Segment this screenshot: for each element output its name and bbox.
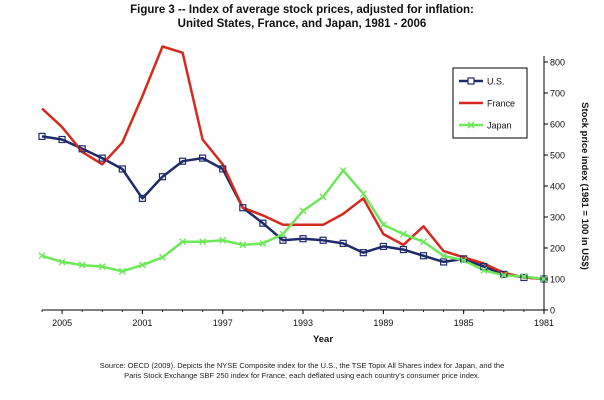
data-point-japan	[540, 275, 548, 283]
data-point-japan	[98, 263, 106, 271]
data-point-japan	[299, 207, 307, 215]
data-point-us	[359, 249, 367, 257]
data-point-us	[540, 275, 548, 283]
data-point-japan	[118, 267, 126, 275]
data-point-us	[339, 239, 347, 247]
x-tick-label: 1985	[454, 318, 474, 328]
data-point-us	[38, 132, 46, 140]
y-tick-label: 300	[550, 213, 565, 223]
x-tick-label: 2005	[52, 318, 72, 328]
x-tick-label: 1981	[534, 318, 554, 328]
data-point-us	[379, 242, 387, 251]
data-point-us	[500, 270, 508, 278]
data-point-us	[319, 236, 327, 244]
x-tick-label: 2001	[132, 318, 152, 328]
chart-title-line-1: Figure 3 -- Index of average stock price…	[130, 4, 474, 16]
data-point-japan	[279, 230, 287, 238]
data-point-japan	[179, 238, 187, 246]
data-point-us	[199, 154, 207, 162]
chart-legend: U.S. France Japan	[452, 67, 528, 139]
data-point-japan	[38, 252, 46, 260]
chart-axes: 0 100 200 300 400 500 600 700 800 1981 1985 1989 199…	[41, 56, 590, 345]
legend-label: Japan	[487, 121, 512, 131]
data-point-us	[118, 165, 126, 173]
legend-label: France	[487, 99, 515, 109]
data-point-japan	[339, 167, 347, 174]
data-point-japan	[319, 193, 327, 201]
chart-series-markers	[38, 132, 548, 283]
y-tick-label: 200	[550, 244, 565, 254]
y-tick-label: 100	[550, 275, 565, 285]
data-point-japan	[520, 273, 528, 281]
data-point-japan	[480, 266, 488, 274]
y-tick-label: 600	[550, 120, 565, 130]
data-point-japan	[500, 271, 508, 279]
data-point-japan	[239, 241, 247, 249]
data-point-japan	[460, 256, 468, 264]
y-tick-label: 0	[550, 306, 555, 316]
data-point-japan	[379, 221, 387, 229]
data-point-us	[138, 194, 146, 202]
data-point-us	[78, 145, 86, 153]
legend-marker	[467, 77, 475, 85]
data-point-japan	[158, 253, 166, 261]
data-point-us	[239, 204, 247, 212]
data-point-japan	[219, 236, 227, 244]
data-point-japan	[259, 239, 267, 247]
data-point-us	[460, 255, 468, 263]
data-point-japan	[58, 258, 66, 266]
data-point-japan	[78, 261, 86, 269]
x-tick-label: 1997	[213, 318, 233, 328]
data-point-us	[98, 154, 106, 162]
y-tick-label: 400	[550, 182, 565, 192]
data-point-us	[158, 173, 167, 181]
x-tick-label: 1989	[373, 318, 393, 328]
data-point-japan	[199, 238, 207, 246]
source-note-line-1: Source: OECD (2009). Depicts the NYSE Co…	[99, 361, 505, 370]
y-tick-label: 700	[550, 89, 565, 99]
legend-marker	[467, 121, 475, 129]
data-point-us	[299, 235, 307, 243]
data-point-japan	[138, 261, 146, 269]
data-point-japan	[440, 252, 448, 260]
data-point-us	[279, 236, 287, 244]
y-tick-label: 500	[550, 151, 565, 161]
data-point-us	[178, 157, 187, 165]
data-point-us	[399, 245, 408, 254]
data-point-us	[440, 258, 448, 266]
x-axis-label: Year	[313, 334, 333, 345]
source-note-line-2: Paris Stock Exchange SBF 250 index for F…	[124, 371, 480, 380]
data-point-us	[419, 252, 428, 260]
data-point-japan	[359, 190, 367, 198]
data-point-us	[520, 273, 528, 282]
data-point-us	[58, 135, 66, 144]
x-tick-label: 1993	[293, 318, 313, 328]
data-point-japan	[399, 230, 407, 238]
data-point-us	[219, 165, 227, 173]
legend-label: U.S.	[487, 77, 505, 87]
y-axis-label: Stock price index (1981 = 100 in US$)	[579, 102, 590, 270]
data-point-us	[259, 219, 267, 227]
y-tick-label: 800	[550, 58, 565, 68]
chart-title-line-2: United States, France, and Japan, 1981 -…	[177, 18, 427, 30]
data-point-japan	[420, 238, 428, 246]
